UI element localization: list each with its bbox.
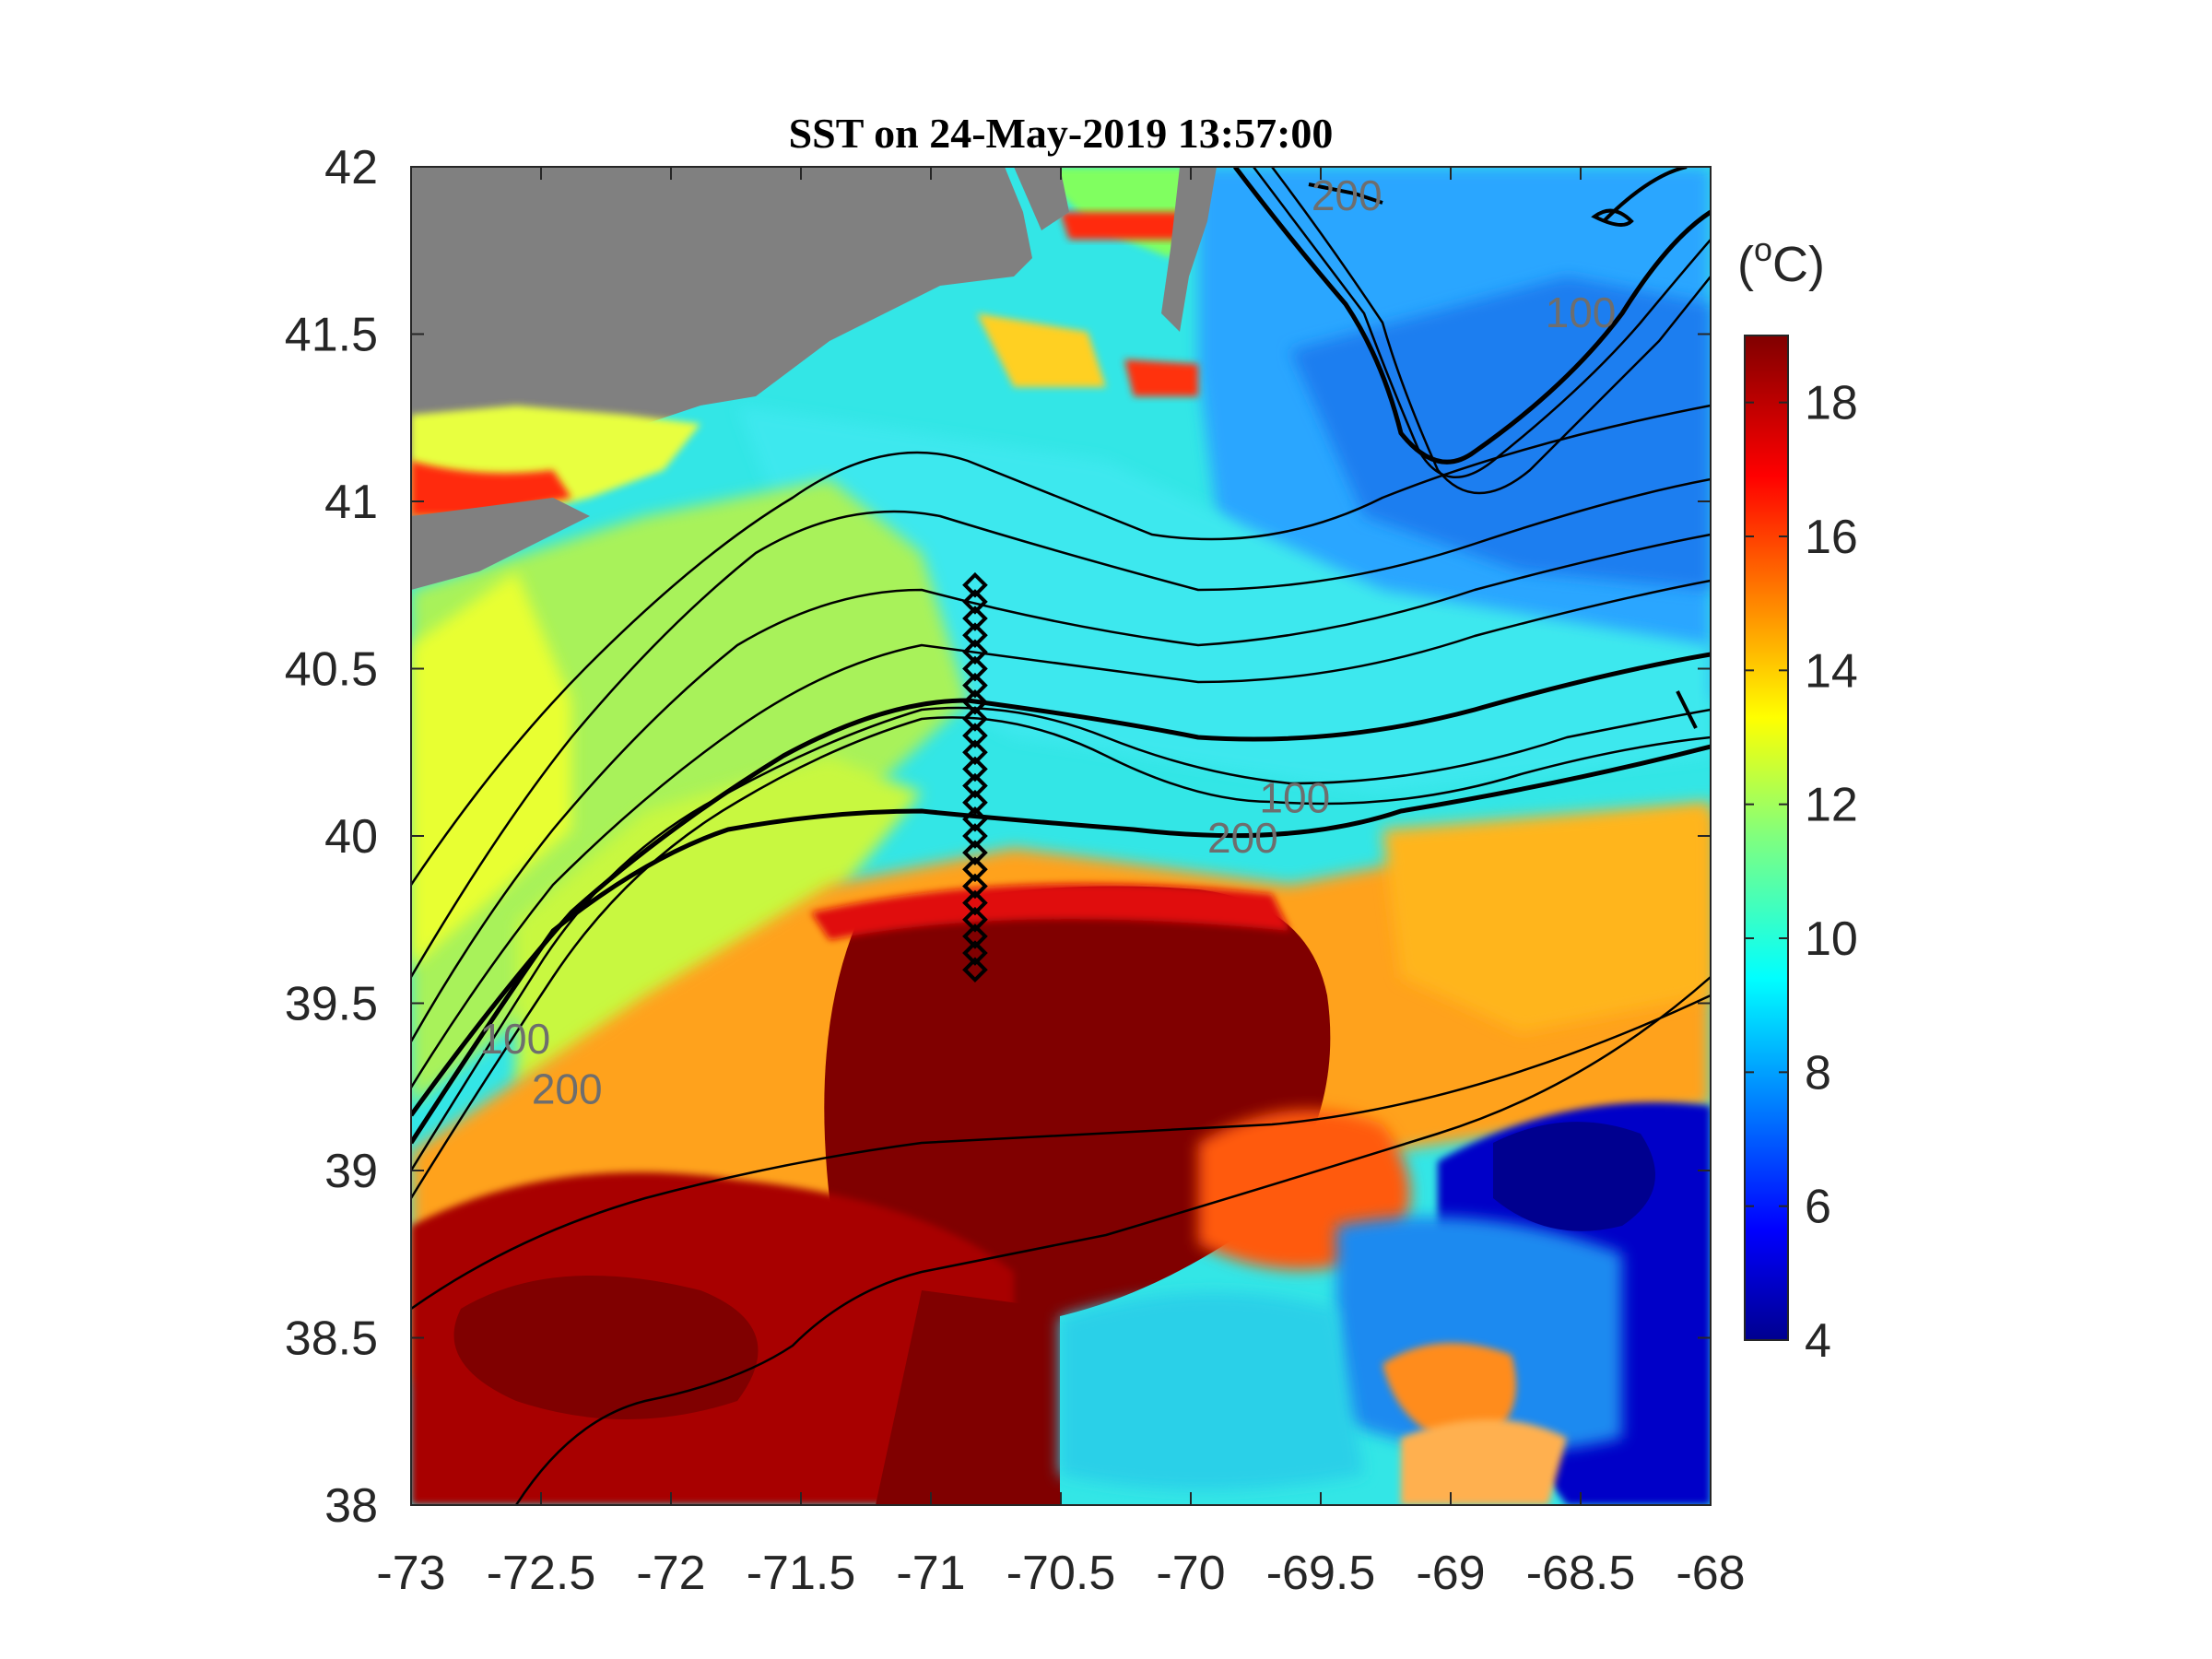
y-tick-label: 39 — [324, 1145, 378, 1198]
station-marker — [962, 672, 988, 699]
contour-label: 100 — [1546, 288, 1617, 336]
y-tick-label: 38.5 — [285, 1312, 378, 1366]
x-tick-label: -73 — [376, 1547, 445, 1600]
y-tick-label: 40.5 — [285, 643, 378, 697]
station-marker — [962, 940, 988, 966]
colorbar-tick-label: 6 — [1805, 1181, 1831, 1234]
station-marker — [962, 571, 988, 598]
colorbar-tick-label: 18 — [1805, 377, 1858, 430]
station-marker — [962, 739, 988, 766]
x-tick-label: -70 — [1156, 1547, 1225, 1600]
station-marker — [962, 606, 988, 631]
station-marker — [962, 889, 988, 916]
contour-label: 200 — [1312, 171, 1382, 219]
station-marker — [962, 856, 988, 883]
colorbar-tick-label: 10 — [1805, 912, 1858, 966]
y-tick-label: 42 — [324, 141, 378, 194]
x-tick-label: -71.5 — [747, 1547, 856, 1600]
x-tick-label: -70.5 — [1006, 1547, 1116, 1600]
station-transect — [962, 571, 988, 983]
contour-label: 200 — [1207, 814, 1278, 862]
station-marker — [962, 639, 988, 665]
x-tick-label: -68 — [1676, 1547, 1745, 1600]
station-marker — [962, 589, 988, 615]
contour-label: 100 — [479, 1015, 550, 1063]
x-tick-label: -72 — [636, 1547, 705, 1600]
y-axis: 38 38.5 39 39.5 40 40.5 41 41.5 42 — [285, 141, 1711, 1533]
colorbar-tick-label: 12 — [1805, 779, 1858, 832]
x-tick-label: -71 — [896, 1547, 965, 1600]
colorbar-ticks: 4 6 8 10 12 14 16 18 — [1745, 377, 1858, 1368]
station-marker — [962, 823, 988, 849]
colorbar-gradient — [1744, 335, 1789, 1341]
colorbar: 4 6 8 10 12 14 16 18 (oC) — [1737, 230, 1858, 1368]
map-title: SST on 24-May-2019 13:57:00 — [789, 110, 1334, 157]
contour-label: 200 — [532, 1065, 603, 1112]
y-tick-label: 38 — [324, 1479, 378, 1533]
colorbar-tick-label: 16 — [1805, 511, 1858, 564]
contour-label: 100 — [1259, 774, 1330, 822]
x-axis: -73 -72.5 -72 -71.5 -71 -70.5 -70 -69.5 -69 -68.5… — [376, 167, 1746, 1600]
y-tick-label: 40 — [324, 810, 378, 864]
station-marker — [962, 957, 988, 983]
x-tick-label: -69.5 — [1266, 1547, 1376, 1600]
station-marker — [962, 655, 988, 682]
y-tick-label: 41.5 — [285, 309, 378, 362]
station-marker — [962, 688, 988, 715]
y-tick-label: 41 — [324, 476, 378, 529]
y-tick-label: 39.5 — [285, 978, 378, 1031]
station-marker — [962, 906, 988, 933]
colorbar-unit-label: (oC) — [1737, 230, 1825, 292]
x-tick-label: -72.5 — [487, 1547, 596, 1600]
station-marker — [962, 840, 988, 865]
station-marker — [962, 756, 988, 782]
colorbar-tick-label: 4 — [1805, 1314, 1831, 1368]
station-marker — [962, 622, 988, 649]
station-marker — [962, 706, 988, 732]
station-marker — [962, 806, 988, 832]
colorbar-tick-label: 8 — [1805, 1046, 1831, 1100]
bathymetry-contours — [411, 167, 1711, 1505]
station-marker — [962, 772, 988, 799]
station-marker — [962, 873, 988, 900]
station-marker — [962, 924, 988, 949]
x-tick-label: -68.5 — [1526, 1547, 1636, 1600]
station-marker — [962, 789, 988, 816]
sst-field — [411, 167, 1711, 1505]
station-marker — [962, 723, 988, 748]
x-tick-label: -69 — [1416, 1547, 1485, 1600]
colorbar-tick-label: 14 — [1805, 644, 1858, 698]
